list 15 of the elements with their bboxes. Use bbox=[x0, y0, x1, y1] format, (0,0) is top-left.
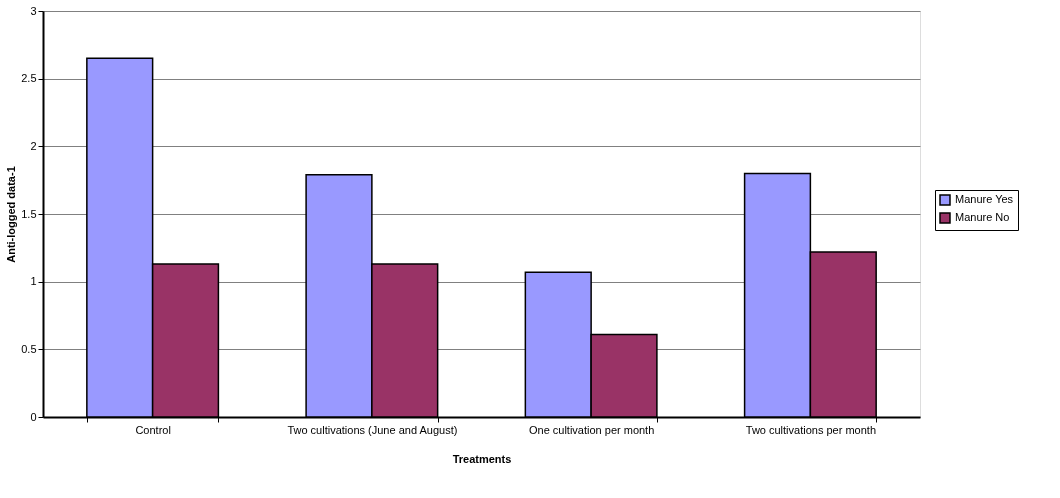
x-tick-label: Two cultivations per month bbox=[745, 423, 876, 436]
y-tick-label: 1 bbox=[30, 275, 37, 288]
y-tick-label: 1.5 bbox=[21, 207, 37, 220]
x-tick-label: One cultivation per month bbox=[528, 423, 655, 436]
x-axis-title: Treatments bbox=[452, 452, 512, 465]
y-tick-label: 2 bbox=[30, 139, 37, 152]
legend-label: Manure No bbox=[955, 211, 1010, 223]
y-tick-label: 3 bbox=[30, 4, 37, 17]
y-axis-title: Anti-logged data-1 bbox=[5, 166, 18, 263]
legend-label: Manure Yes bbox=[955, 193, 1014, 205]
y-tick-label: 0 bbox=[30, 410, 37, 423]
x-tick-label: Control bbox=[135, 423, 171, 436]
y-tick-label: 0.5 bbox=[21, 342, 37, 355]
x-tick-label: Two cultivations (June and August) bbox=[287, 423, 458, 436]
y-tick-label: 2.5 bbox=[21, 72, 37, 85]
